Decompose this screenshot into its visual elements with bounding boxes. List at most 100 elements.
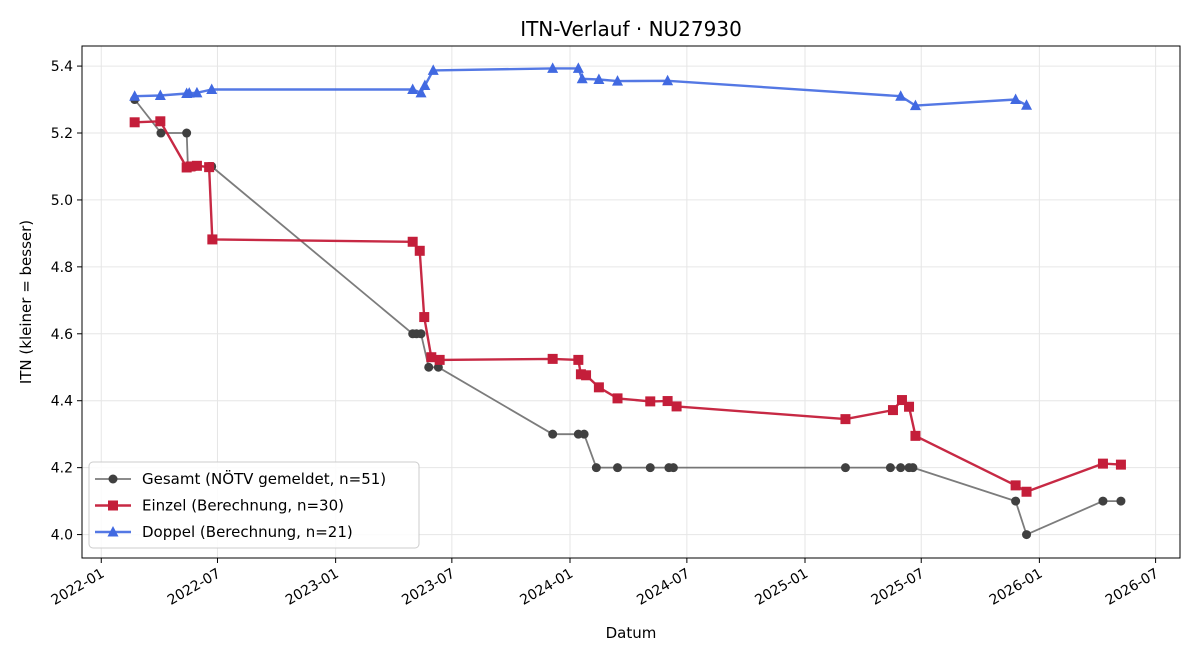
data-point bbox=[129, 117, 140, 128]
data-point bbox=[1010, 480, 1021, 491]
x-tick-label: 2023-07 bbox=[399, 566, 458, 609]
data-point bbox=[896, 395, 907, 406]
legend-box bbox=[88, 461, 420, 549]
data-point bbox=[581, 370, 592, 381]
data-point bbox=[612, 75, 624, 86]
data-point bbox=[547, 62, 559, 73]
y-tick-label: 4.4 bbox=[51, 394, 73, 410]
x-tick-label: 2022-07 bbox=[165, 566, 224, 609]
data-point bbox=[434, 354, 445, 365]
data-point bbox=[182, 128, 192, 138]
legend-label: Einzel (Berechnung, n=30) bbox=[142, 497, 344, 515]
data-point bbox=[910, 430, 921, 441]
data-point bbox=[645, 396, 656, 407]
data-point bbox=[414, 245, 425, 256]
data-point bbox=[185, 161, 196, 172]
data-point bbox=[896, 463, 906, 473]
data-point bbox=[407, 236, 418, 247]
data-point bbox=[840, 463, 850, 473]
series-line bbox=[134, 120, 1121, 493]
data-point bbox=[1021, 486, 1032, 497]
legend-label: Doppel (Berechnung, n=21) bbox=[142, 523, 353, 541]
data-point bbox=[407, 83, 419, 95]
data-point bbox=[547, 353, 558, 364]
y-tick-label: 4.6 bbox=[51, 327, 73, 343]
data-point bbox=[155, 116, 166, 127]
data-point bbox=[885, 463, 895, 473]
data-point bbox=[1022, 530, 1032, 540]
data-point bbox=[416, 329, 426, 339]
x-tick-label: 2026-01 bbox=[987, 566, 1046, 609]
data-point bbox=[613, 463, 623, 473]
data-point bbox=[576, 72, 588, 84]
y-tick-label: 5.4 bbox=[51, 59, 73, 75]
data-point bbox=[904, 401, 915, 412]
x-axis-label: Datum bbox=[606, 624, 657, 642]
x-tick-label: 2022-01 bbox=[49, 566, 108, 609]
x-tick-label: 2025-07 bbox=[869, 566, 928, 609]
data-point bbox=[572, 62, 584, 73]
data-point bbox=[1115, 459, 1126, 470]
y-tick-label: 4.8 bbox=[51, 260, 73, 276]
data-point bbox=[156, 128, 166, 138]
data-point bbox=[191, 86, 203, 98]
plot-frame bbox=[81, 45, 1181, 559]
x-tick-label: 2024-01 bbox=[517, 566, 576, 609]
data-point bbox=[909, 99, 921, 111]
data-point bbox=[671, 401, 682, 412]
data-point bbox=[662, 396, 673, 407]
data-point bbox=[548, 429, 558, 439]
data-point bbox=[593, 382, 604, 393]
x-tick-label: 2026-07 bbox=[1103, 566, 1162, 609]
legend-label: Gesamt (NÖTV gemeldet, n=51) bbox=[142, 469, 386, 488]
data-point bbox=[1097, 458, 1108, 469]
data-point bbox=[591, 463, 601, 473]
data-point bbox=[1098, 496, 1108, 506]
data-point bbox=[612, 393, 623, 404]
data-point bbox=[645, 463, 655, 473]
data-point bbox=[415, 86, 427, 98]
x-tick-label: 2023-01 bbox=[283, 566, 342, 609]
data-point bbox=[908, 463, 918, 473]
x-tick-label: 2024-07 bbox=[634, 566, 693, 609]
x-axis-ticks: 2022-01 2022-07 2023-01 2023-07 2024-01 2024-… bbox=[49, 558, 1162, 609]
data-point bbox=[427, 64, 439, 75]
legend-marker bbox=[107, 526, 119, 537]
chart-title: ITN-Verlauf · NU27930 bbox=[520, 17, 742, 41]
data-point bbox=[154, 89, 166, 101]
series-layer bbox=[129, 62, 1126, 540]
y-tick-label: 4.0 bbox=[51, 528, 73, 544]
data-point bbox=[1011, 496, 1021, 506]
data-point bbox=[1116, 496, 1126, 506]
data-point bbox=[1021, 99, 1033, 110]
data-point bbox=[204, 162, 215, 173]
data-point bbox=[419, 79, 431, 90]
data-point bbox=[424, 362, 434, 372]
legend-marker bbox=[108, 474, 118, 484]
y-tick-label: 4.2 bbox=[51, 461, 73, 477]
y-tick-label: 5.0 bbox=[51, 193, 73, 209]
data-point bbox=[593, 73, 605, 84]
data-point bbox=[1010, 93, 1022, 105]
legend: Gesamt (NÖTV gemeldet, n=51) Einzel (Bere… bbox=[88, 461, 420, 549]
data-point bbox=[206, 83, 218, 95]
data-point bbox=[662, 74, 674, 86]
data-point bbox=[887, 405, 898, 416]
x-tick-label: 2025-01 bbox=[752, 566, 811, 609]
data-point bbox=[433, 362, 443, 372]
data-point bbox=[668, 463, 678, 473]
data-point bbox=[426, 352, 437, 363]
y-axis-label: ITN (kleiner = besser) bbox=[17, 220, 35, 384]
data-point bbox=[575, 369, 586, 380]
data-point bbox=[183, 87, 195, 98]
data-point bbox=[129, 90, 141, 101]
series-triangle bbox=[129, 62, 1033, 111]
data-point bbox=[895, 90, 907, 101]
legend-marker bbox=[108, 500, 118, 511]
data-point bbox=[579, 429, 589, 439]
series-line bbox=[134, 67, 1028, 107]
data-point bbox=[573, 354, 584, 365]
series-square bbox=[129, 116, 1126, 497]
data-point bbox=[419, 312, 430, 323]
